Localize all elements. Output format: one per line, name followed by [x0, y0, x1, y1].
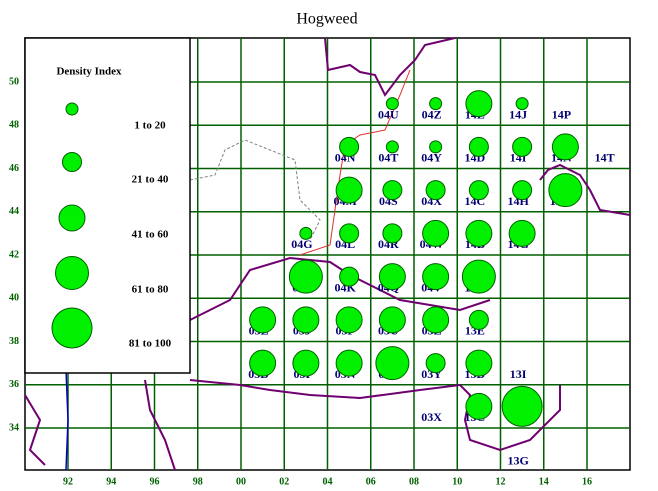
- y-label: 36: [9, 379, 19, 390]
- square-label: 13I: [510, 367, 527, 381]
- density-circle: [375, 346, 410, 381]
- density-circle: [385, 97, 399, 111]
- density-circle: [339, 266, 360, 287]
- x-label: 04: [323, 476, 333, 487]
- density-circle: [512, 136, 533, 157]
- y-label: 44: [9, 206, 19, 217]
- x-label: 94: [106, 476, 116, 487]
- x-label: 08: [409, 476, 419, 487]
- x-label: 10: [452, 476, 462, 487]
- legend-label: 21 to 40: [132, 174, 169, 186]
- density-circle: [299, 226, 313, 240]
- density-circle: [465, 90, 493, 118]
- legend-circle: [55, 256, 89, 290]
- density-circle: [339, 136, 360, 157]
- density-circle: [382, 180, 403, 201]
- density-circle: [339, 223, 360, 244]
- density-circle: [461, 259, 496, 294]
- legend-circle: [62, 152, 82, 172]
- legend-label: 41 to 60: [132, 229, 169, 241]
- map-title: Hogweed: [296, 11, 357, 28]
- density-circle: [465, 219, 493, 247]
- legend-label: 1 to 20: [134, 120, 166, 132]
- density-circle: [548, 173, 583, 208]
- density-circle: [512, 180, 533, 201]
- legend-title: Density Index: [56, 66, 122, 78]
- boundaries: [24, 37, 631, 471]
- y-label: 34: [9, 422, 19, 433]
- x-label: 12: [496, 476, 506, 487]
- density-circle: [378, 306, 406, 334]
- x-label: 02: [279, 476, 289, 487]
- square-label: 13G: [507, 453, 528, 467]
- density-circle: [288, 259, 323, 294]
- marks: 04U04Z14E14J14P04N04T04Y14D14I14N14T04M0…: [248, 90, 615, 467]
- x-label: 06: [366, 476, 376, 487]
- density-circle: [429, 140, 443, 154]
- density-circle: [385, 140, 399, 154]
- square-label: 14J: [509, 107, 527, 121]
- density-circle: [468, 180, 489, 201]
- x-label: 16: [582, 476, 592, 487]
- legend-circle: [58, 204, 86, 232]
- density-circle: [378, 263, 406, 291]
- density-circle: [422, 219, 450, 247]
- density-circle: [335, 349, 363, 377]
- square-label: 14P: [552, 107, 571, 121]
- density-circle: [551, 133, 579, 161]
- square-label: 04Z: [422, 107, 442, 121]
- y-label: 42: [9, 249, 19, 260]
- square-label: 04T: [378, 151, 398, 165]
- density-circle: [425, 353, 446, 374]
- density-circle: [425, 180, 446, 201]
- legend-label: 81 to 100: [129, 338, 172, 350]
- density-circle: [468, 136, 489, 157]
- legend: 1 to 20 21 to 40 41 to 60 61 to 80 81 to 100: [51, 102, 172, 350]
- density-circle: [382, 223, 403, 244]
- density-circle: [249, 349, 277, 377]
- legend-box: [24, 37, 191, 374]
- square-label: 04Y: [421, 151, 442, 165]
- density-circle: [422, 306, 450, 334]
- density-circle: [508, 219, 536, 247]
- square-label: 14T: [595, 151, 615, 165]
- density-circle: [515, 97, 529, 111]
- x-label: 98: [193, 476, 203, 487]
- density-circle: [422, 263, 450, 291]
- y-label: 38: [9, 336, 19, 347]
- x-label: 00: [236, 476, 246, 487]
- x-label: 96: [150, 476, 160, 487]
- legend-circle: [65, 102, 79, 116]
- density-circle: [465, 349, 493, 377]
- density-circle: [468, 309, 489, 330]
- density-circle: [292, 306, 320, 334]
- square-label: 04U: [378, 107, 399, 121]
- density-circle: [429, 97, 443, 111]
- density-circle: [292, 349, 320, 377]
- y-label: 40: [9, 293, 19, 304]
- square-label: 03X: [421, 410, 442, 424]
- y-label: 48: [9, 120, 19, 131]
- y-label: 50: [9, 76, 19, 87]
- density-circle: [249, 306, 277, 334]
- x-label: 92: [63, 476, 73, 487]
- legend-circle: [51, 307, 93, 349]
- x-label: 14: [539, 476, 549, 487]
- square-label: 04G: [291, 237, 312, 251]
- legend-label: 61 to 80: [132, 284, 169, 296]
- y-label: 46: [9, 163, 19, 174]
- density-circle: [501, 385, 543, 427]
- density-circle: [465, 392, 493, 420]
- density-circle: [335, 306, 363, 334]
- density-circle: [335, 176, 363, 204]
